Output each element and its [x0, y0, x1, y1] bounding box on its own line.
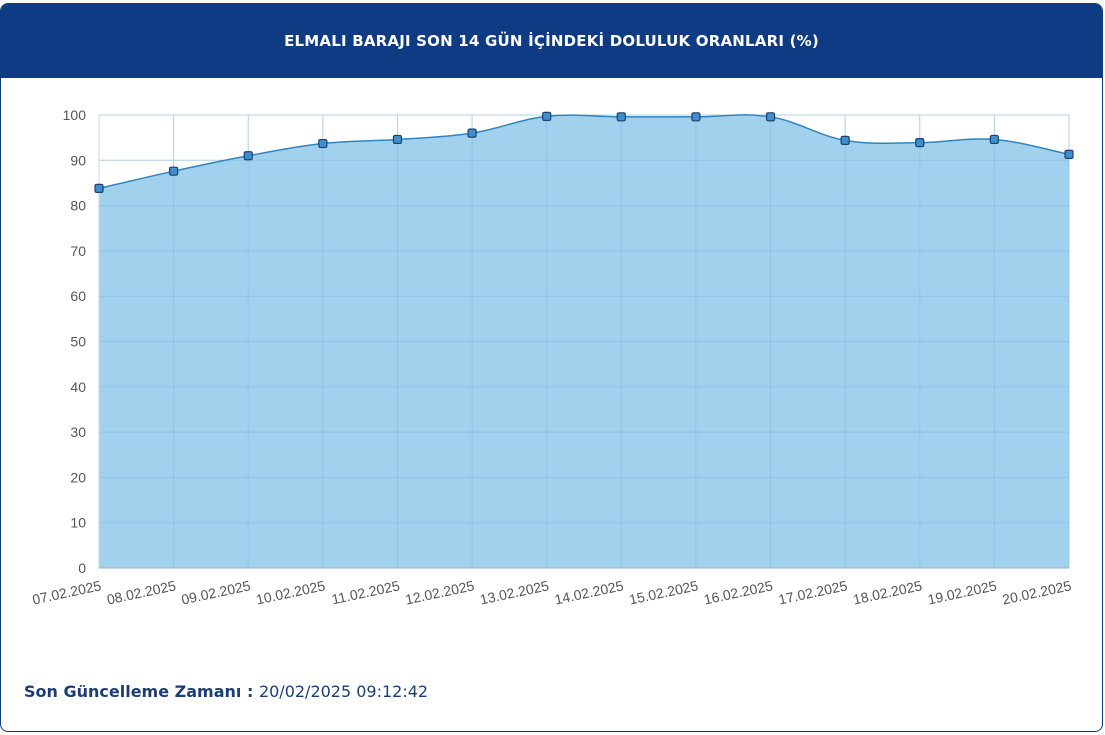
data-point	[691, 112, 701, 122]
data-point	[1064, 149, 1074, 160]
data-point	[915, 138, 925, 148]
y-tick-label: 10	[70, 515, 86, 531]
data-point	[392, 134, 403, 145]
area-fill	[99, 114, 1069, 568]
data-point	[243, 151, 253, 161]
x-tick-label: 17.02.2025	[777, 577, 849, 607]
data-point	[467, 128, 477, 138]
x-tick-label: 18.02.2025	[852, 577, 924, 607]
chart-header: ELMALI BARAJI SON 14 GÜN İÇİNDEKİ DOLULU…	[1, 4, 1102, 78]
y-tick-label: 40	[70, 379, 86, 395]
data-point	[169, 166, 179, 176]
y-tick-label: 90	[70, 152, 86, 168]
x-tick-label: 09.02.2025	[180, 577, 252, 607]
y-tick-label: 0	[78, 560, 86, 576]
x-tick-label: 19.02.2025	[926, 577, 998, 607]
y-tick-label: 30	[70, 424, 86, 440]
y-tick-label: 20	[70, 469, 86, 485]
x-tick-label: 14.02.2025	[553, 577, 625, 607]
data-point	[765, 112, 776, 122]
x-tick-label: 15.02.2025	[628, 577, 700, 607]
x-tick-label: 13.02.2025	[478, 577, 550, 607]
last-update-value: 20/02/2025 09:12:42	[258, 682, 429, 701]
x-tick-label: 12.02.2025	[404, 577, 476, 607]
x-tick-label: 08.02.2025	[105, 577, 177, 607]
data-point	[542, 111, 552, 121]
data-point	[840, 135, 850, 145]
last-update-separator: :	[241, 682, 259, 701]
data-point	[616, 112, 626, 122]
last-update: Son Güncelleme Zamanı : 20/02/2025 09:12…	[24, 682, 428, 701]
x-tick-label: 11.02.2025	[330, 577, 401, 607]
x-tick-label: 16.02.2025	[702, 577, 774, 607]
x-tick-label: 20.02.2025	[1001, 577, 1073, 607]
chart-title: ELMALI BARAJI SON 14 GÜN İÇİNDEKİ DOLULU…	[284, 32, 819, 50]
data-point	[94, 183, 104, 193]
series-line	[98, 114, 1070, 190]
y-tick-label: 80	[70, 198, 86, 214]
y-tick-label: 50	[70, 334, 86, 350]
data-point	[989, 134, 999, 145]
y-tick-label: 70	[70, 243, 86, 259]
last-update-label: Son Güncelleme Zamanı	[24, 682, 242, 701]
data-point	[318, 138, 328, 149]
y-tick-label: 60	[70, 288, 86, 304]
y-tick-label: 100	[63, 107, 87, 123]
x-tick-label: 10.02.2025	[255, 577, 327, 607]
x-tick-label: 07.02.2025	[31, 577, 103, 607]
